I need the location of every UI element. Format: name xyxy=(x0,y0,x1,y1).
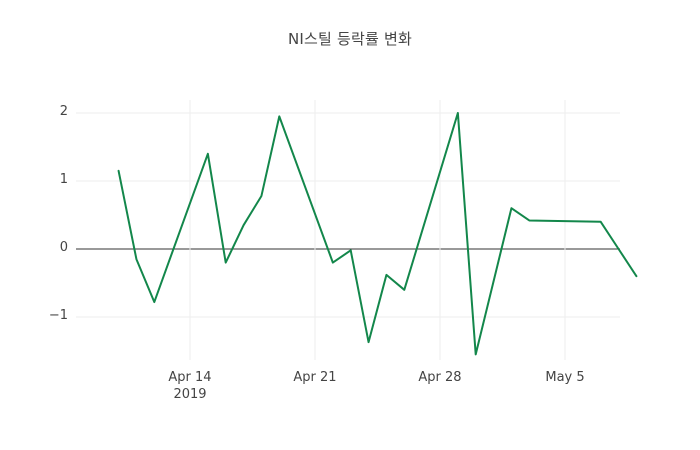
x-axis-tick-label: May 5 xyxy=(505,369,625,386)
x-axis-tick-label-year: 2019 xyxy=(173,387,207,402)
x-axis-tick-label-main: May 5 xyxy=(545,370,585,385)
x-axis-tick-label-main: Apr 28 xyxy=(418,370,462,385)
x-axis-tick-label: Apr 14 2019 xyxy=(130,369,250,403)
x-axis-tick-label-main: Apr 14 xyxy=(168,370,212,385)
y-axis-tick-label: −1 xyxy=(48,308,68,323)
x-axis-tick-label: Apr 21 xyxy=(255,369,375,386)
data-series-line xyxy=(117,112,638,356)
y-axis-tick-label: 2 xyxy=(59,104,68,119)
y-axis-tick-label: 0 xyxy=(59,240,68,255)
x-axis-tick-label: Apr 28 xyxy=(380,369,500,386)
x-axis-tick-label-main: Apr 21 xyxy=(293,370,337,385)
y-axis-tick-label: 1 xyxy=(59,172,68,187)
chart-title: NI스틸 등락률 변화 xyxy=(288,30,412,48)
